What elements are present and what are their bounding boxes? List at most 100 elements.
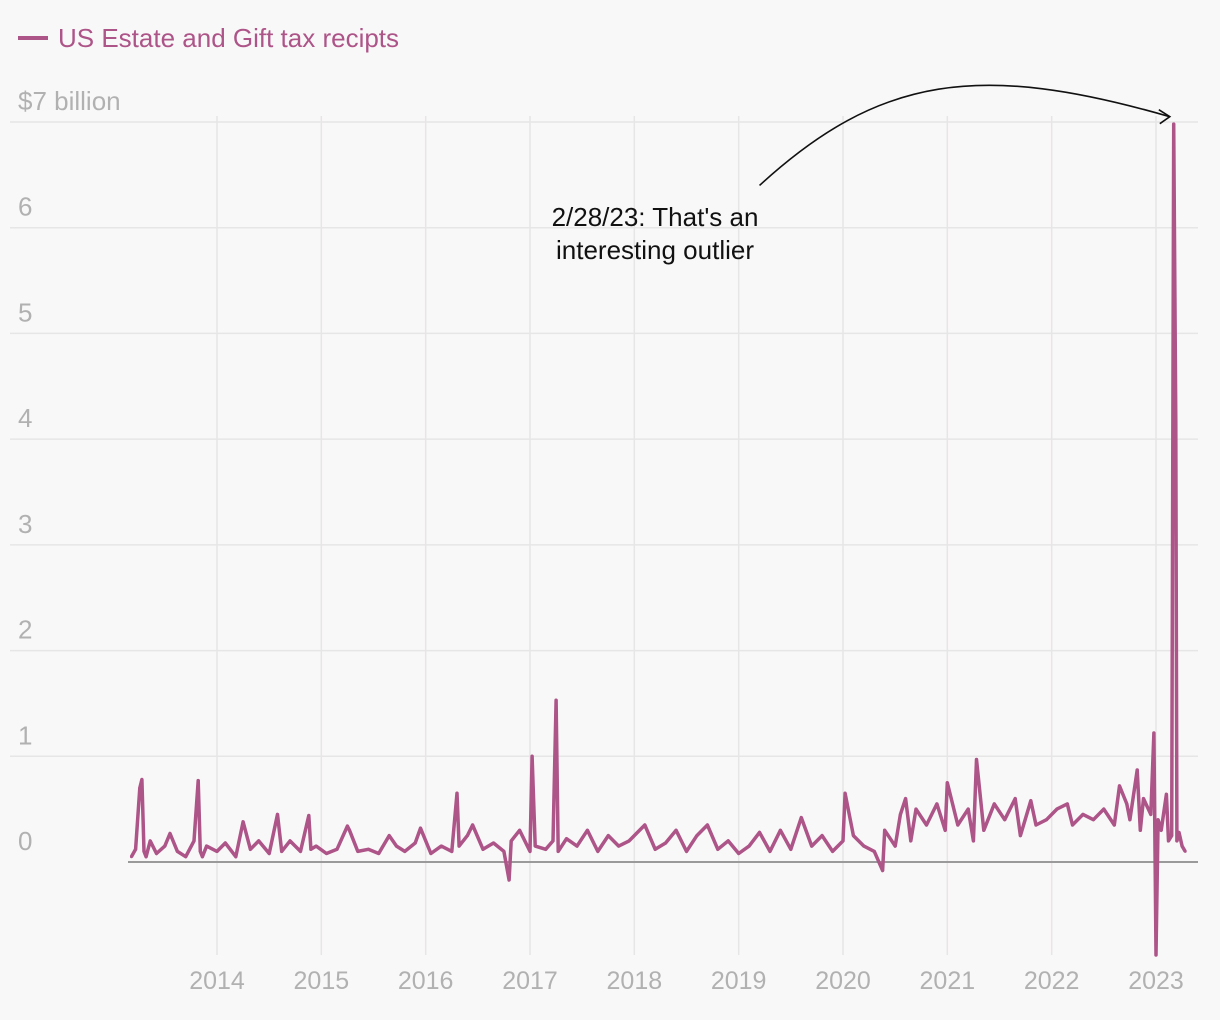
data-point (544, 847, 548, 851)
x-tick-label-1: 2015 (294, 967, 350, 995)
data-point (491, 841, 495, 845)
y-tick-label-4: 3 (18, 509, 32, 539)
data-point (556, 849, 560, 853)
data-point (1055, 807, 1059, 811)
data-point (1117, 784, 1121, 788)
data-point (184, 855, 188, 859)
data-point (924, 823, 928, 827)
data-point (643, 823, 647, 827)
data-point (971, 839, 975, 843)
data-point (1091, 818, 1095, 822)
data-point (518, 828, 522, 832)
data-point (134, 847, 138, 851)
data-point (575, 844, 579, 848)
data-point (747, 844, 751, 848)
data-point (1018, 834, 1022, 838)
data-point (356, 849, 360, 853)
x-tick-label-5: 2019 (711, 967, 767, 995)
y-tick-label-7: 0 (18, 826, 32, 856)
data-point (168, 831, 172, 835)
annotation-arrowhead (1158, 109, 1172, 125)
data-point (148, 839, 152, 843)
data-point (1149, 812, 1153, 816)
data-point (726, 839, 730, 843)
data-point (1102, 807, 1106, 811)
data-point (716, 847, 720, 851)
data-point (215, 849, 219, 853)
data-point (142, 849, 146, 853)
data-point (129, 855, 133, 859)
data-point (1159, 828, 1163, 832)
data-point (1180, 844, 1184, 848)
gridlines (10, 116, 1198, 955)
data-point (450, 849, 454, 853)
data-point (554, 698, 558, 702)
data-point (799, 816, 803, 820)
data-point (1138, 828, 1142, 832)
data-point (1164, 792, 1168, 796)
series-layer (129, 122, 1187, 957)
data-point (154, 852, 158, 856)
data-point (307, 813, 311, 817)
y-tick-label-1: 6 (18, 192, 32, 222)
data-point (234, 855, 238, 859)
data-point (241, 820, 245, 824)
data-point (1013, 797, 1017, 801)
data-point (627, 839, 631, 843)
annotation: 2/28/23: That's an interesting outlier (552, 84, 1172, 265)
data-point (1044, 818, 1048, 822)
data-point (1183, 849, 1187, 853)
data-point (789, 847, 793, 851)
data-point (366, 847, 370, 851)
data-point (223, 841, 227, 845)
data-point (502, 849, 506, 853)
data-point (403, 849, 407, 853)
data-point (705, 823, 709, 827)
data-point (325, 852, 329, 856)
data-point (982, 828, 986, 832)
data-point (596, 849, 600, 853)
data-point (1003, 818, 1007, 822)
data-point (851, 834, 855, 838)
y-tick-label-0: $7 billion (18, 86, 121, 116)
annotation-line-1: 2/28/23: That's an (552, 202, 759, 232)
data-point (758, 830, 762, 834)
data-point (298, 849, 302, 853)
data-point (457, 844, 461, 848)
data-point (1034, 823, 1038, 827)
data-point (664, 841, 668, 845)
data-point (471, 823, 475, 827)
data-point (935, 802, 939, 806)
x-tick-label-3: 2017 (502, 967, 558, 995)
data-point (481, 847, 485, 851)
data-point (530, 754, 534, 758)
data-point (418, 826, 422, 830)
data-point (1177, 830, 1181, 834)
data-point (956, 823, 960, 827)
data-point (1135, 768, 1139, 772)
data-point (606, 834, 610, 838)
y-tick-label-5: 2 (18, 615, 32, 645)
data-point (345, 824, 349, 828)
data-point (1029, 799, 1033, 803)
data-point (387, 834, 391, 838)
data-point (175, 849, 179, 853)
data-point (768, 849, 772, 853)
x-tick-label-4: 2018 (607, 967, 663, 995)
data-point (565, 837, 569, 841)
data-point (348, 828, 352, 832)
x-axis-ticks: 2014 2015 2016 2017 2018 2019 2020 2021 2022 2023 (189, 967, 1184, 995)
data-point (335, 847, 339, 851)
data-point (1170, 834, 1174, 838)
x-tick-label-7: 2021 (920, 967, 976, 995)
data-point (1174, 421, 1178, 425)
data-point (1175, 839, 1179, 843)
data-point (394, 844, 398, 848)
data-point (198, 849, 202, 853)
data-point (528, 849, 532, 853)
data-point (685, 849, 688, 853)
data-point (945, 781, 949, 785)
data-point (1167, 839, 1171, 843)
data-point (617, 844, 621, 848)
